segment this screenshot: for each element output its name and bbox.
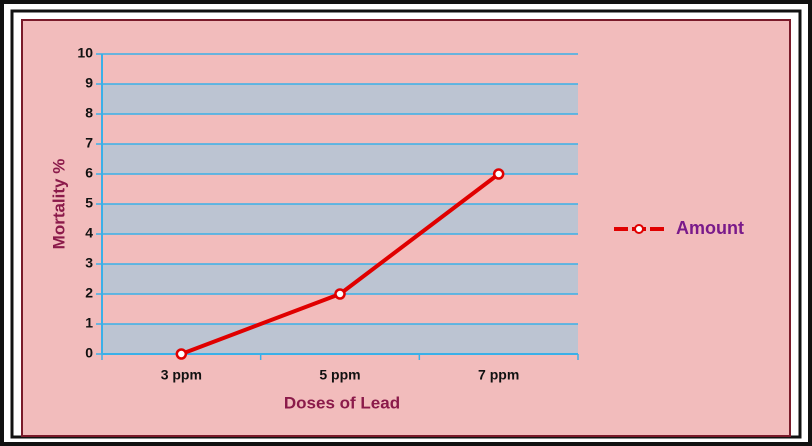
x-axis-label: Doses of Lead [284, 393, 400, 412]
plot-stripe [102, 144, 578, 174]
y-tick-label: 2 [85, 285, 93, 301]
x-tick-label: 3 ppm [161, 367, 202, 383]
x-tick-label: 7 ppm [478, 367, 519, 383]
y-tick-label: 9 [85, 75, 93, 91]
y-tick-label: 6 [85, 165, 93, 181]
data-point [334, 288, 346, 300]
legend-marker [634, 224, 644, 234]
y-tick-label: 10 [77, 45, 93, 61]
y-tick-label: 5 [85, 195, 93, 211]
plot-stripe [102, 324, 578, 354]
y-tick-label: 8 [85, 105, 93, 121]
plot-stripe [102, 234, 578, 264]
plot-stripe [102, 114, 578, 144]
y-axis-label: Mortality % [49, 159, 68, 250]
y-tick-label: 0 [85, 345, 93, 361]
y-tick-label: 3 [85, 255, 93, 271]
plot-stripe [102, 204, 578, 234]
x-tick-label: 5 ppm [319, 367, 360, 383]
y-tick-label: 4 [85, 225, 93, 241]
y-tick-label: 7 [85, 135, 93, 151]
plot-stripe [102, 174, 578, 204]
data-point [492, 168, 505, 180]
plot-stripe [102, 54, 578, 84]
legend-label: Amount [676, 218, 744, 238]
plot-stripe [102, 84, 578, 114]
data-point [175, 348, 188, 360]
y-tick-label: 1 [85, 315, 93, 331]
